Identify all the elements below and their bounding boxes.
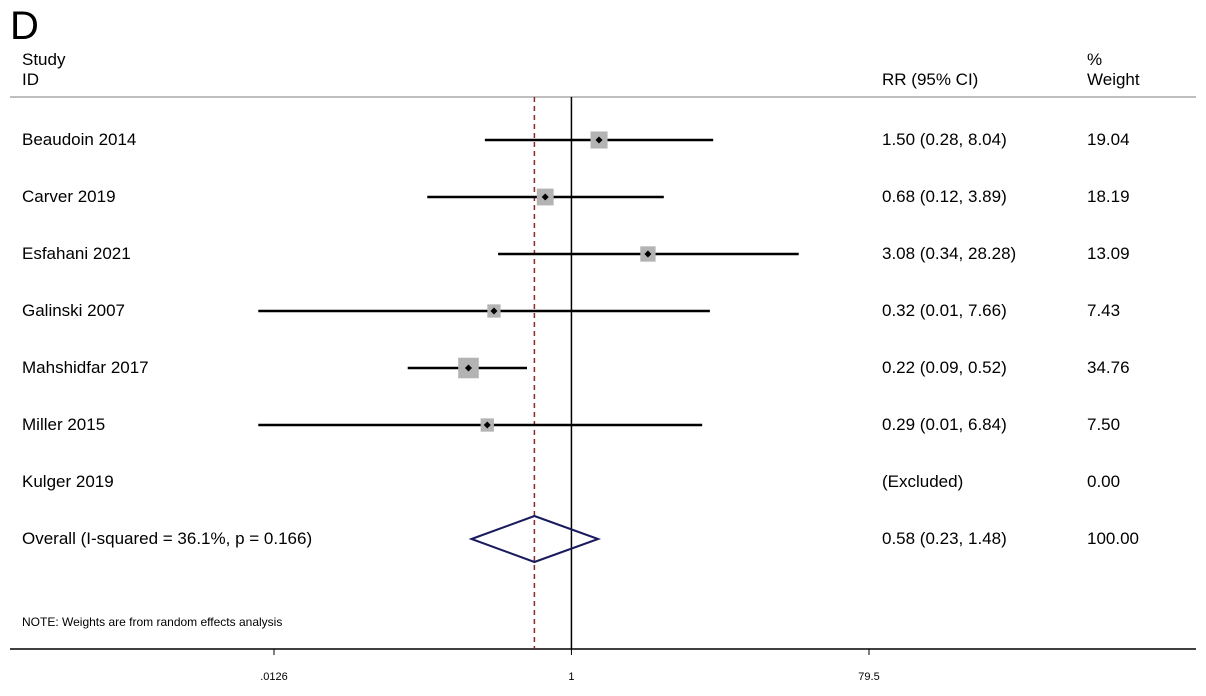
study-label: Carver 2019	[22, 187, 116, 206]
study-point-estimate	[595, 136, 603, 144]
x-tick-label: .0126	[260, 671, 288, 683]
overall-label: Overall (I-squared = 36.1%, p = 0.166)	[22, 529, 313, 548]
study-point-estimate	[464, 364, 472, 372]
study-weight-text: 19.04	[1087, 130, 1130, 149]
study-weight-text: 0.00	[1087, 472, 1121, 491]
header-ci: RR (95% CI)	[882, 70, 979, 89]
header-weight: Weight	[1087, 70, 1140, 89]
study-weight-text: 18.19	[1087, 187, 1130, 206]
study-ci-text: 0.32 (0.01, 7.66)	[882, 301, 1007, 320]
header-id: ID	[22, 70, 39, 89]
header-study: Study	[22, 50, 66, 69]
study-label: Mahshidfar 2017	[22, 358, 149, 377]
study-weight-text: 34.76	[1087, 358, 1130, 377]
study-weight-text: 7.43	[1087, 301, 1121, 320]
study-weight-text: 7.50	[1087, 415, 1121, 434]
study-ci-text: (Excluded)	[882, 472, 964, 491]
footnote: NOTE: Weights are from random effects an…	[22, 615, 283, 629]
study-ci-text: 3.08 (0.34, 28.28)	[882, 244, 1017, 263]
study-label: Miller 2015	[22, 415, 106, 434]
x-tick-label: 1	[568, 671, 575, 683]
study-point-estimate	[541, 193, 549, 201]
overall-ci-text: 0.58 (0.23, 1.48)	[882, 529, 1007, 548]
overall-diamond	[468, 514, 602, 564]
study-ci-text: 0.22 (0.09, 0.52)	[882, 358, 1007, 377]
panel-label: D	[10, 4, 39, 48]
study-label: Esfahani 2021	[22, 244, 131, 263]
study-ci-text: 0.68 (0.12, 3.89)	[882, 187, 1007, 206]
study-weight-text: 13.09	[1087, 244, 1130, 263]
x-tick-label: 79.5	[858, 671, 880, 683]
study-point-estimate	[644, 250, 652, 258]
study-point-estimate	[483, 421, 491, 429]
study-ci-text: 1.50 (0.28, 8.04)	[882, 130, 1007, 149]
header-weight-percent: %	[1087, 50, 1103, 69]
study-label: Galinski 2007	[22, 301, 126, 320]
study-point-estimate	[490, 307, 498, 315]
study-label: Kulger 2019	[22, 472, 114, 491]
study-ci-text: 0.29 (0.01, 6.84)	[882, 415, 1007, 434]
study-label: Beaudoin 2014	[22, 130, 137, 149]
overall-weight-text: 100.00	[1087, 529, 1139, 548]
